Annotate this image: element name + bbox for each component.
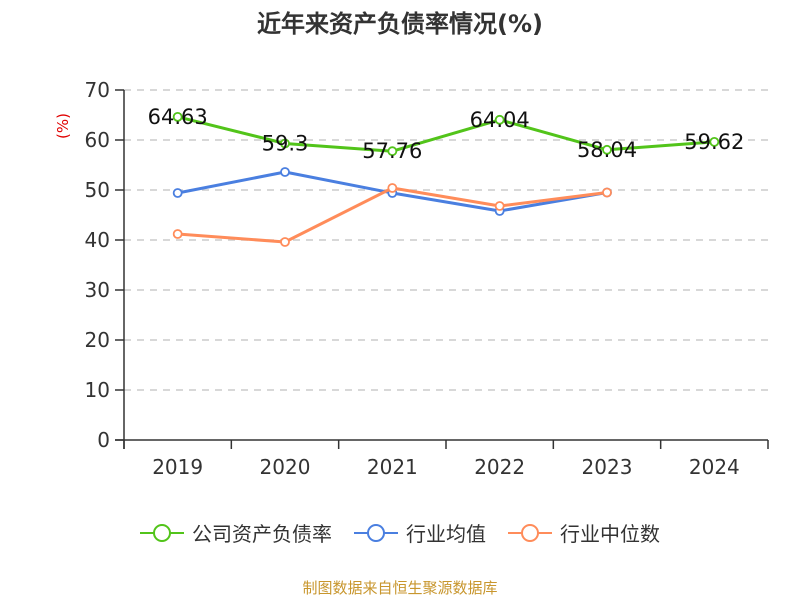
data-source-note: 制图数据来自恒生聚源数据库 xyxy=(302,579,498,597)
data-point-marker[interactable] xyxy=(602,144,612,155)
data-point-marker[interactable] xyxy=(387,146,398,157)
x-tick-label: 2022 xyxy=(474,455,525,479)
grid-lines xyxy=(124,89,768,391)
axes: 0 10 20 30 40 50 60 70 2019 2020 2021 2022 2023 2024 (… xyxy=(54,78,769,479)
y-axis-unit-label: (%) xyxy=(54,113,72,139)
data-point-marker[interactable] xyxy=(494,114,505,125)
data-point-marker[interactable] xyxy=(709,136,720,147)
legend-line-circle-icon xyxy=(508,523,552,542)
legend-label: 行业中位数 xyxy=(560,522,660,546)
x-tick-label: 2021 xyxy=(367,455,418,479)
data-value-label: 64.63 xyxy=(148,105,208,129)
data-value-label: 58.04 xyxy=(577,138,637,162)
series-lines xyxy=(172,111,720,247)
data-point-marker[interactable] xyxy=(172,229,183,239)
data-point-marker[interactable] xyxy=(387,183,398,193)
legend-item-company[interactable]: 公司资产负债率 xyxy=(140,518,332,547)
data-point-marker[interactable] xyxy=(280,138,290,149)
data-value-label: 59.3 xyxy=(262,132,309,156)
data-point-marker[interactable] xyxy=(172,188,183,198)
data-point-marker[interactable] xyxy=(494,201,505,211)
x-tick-label: 2024 xyxy=(689,455,740,479)
y-tick-label: 0 xyxy=(97,428,110,452)
chart-title: 近年来资产负债率情况(%) xyxy=(257,10,543,38)
legend-line-circle-icon xyxy=(140,523,184,542)
data-point-marker[interactable] xyxy=(172,111,183,122)
legend-label: 公司资产负债率 xyxy=(192,522,332,546)
legend-item-industry-avg[interactable]: 行业均值 xyxy=(354,518,486,547)
data-point-marker[interactable] xyxy=(280,167,290,177)
x-tick-label: 2020 xyxy=(260,455,311,479)
data-value-label: 64.04 xyxy=(470,108,530,132)
y-tick-label: 10 xyxy=(85,378,110,402)
y-tick-label: 50 xyxy=(85,178,110,202)
series-line xyxy=(177,115,715,153)
y-tick-label: 20 xyxy=(85,328,110,352)
data-value-label: 59.62 xyxy=(684,130,744,154)
legend-item-industry-median[interactable]: 行业中位数 xyxy=(508,518,660,547)
y-tick-label: 60 xyxy=(85,128,110,152)
data-point-marker[interactable] xyxy=(602,187,612,198)
data-point-marker[interactable] xyxy=(280,237,290,247)
legend-line-circle-icon xyxy=(354,523,398,542)
y-tick-label: 30 xyxy=(85,278,110,302)
x-tick-label: 2019 xyxy=(152,455,203,479)
legend-label: 行业均值 xyxy=(406,522,486,546)
x-tick-label: 2023 xyxy=(582,455,633,479)
y-tick-label: 40 xyxy=(85,228,110,252)
data-value-label: 57.76 xyxy=(362,139,422,163)
y-tick-label: 70 xyxy=(85,78,110,102)
data-labels: 64.63 59.3 57.76 64.04 58.04 59.62 xyxy=(148,105,745,163)
legend: 公司资产负债率 行业均值 行业中位数 xyxy=(0,518,800,547)
